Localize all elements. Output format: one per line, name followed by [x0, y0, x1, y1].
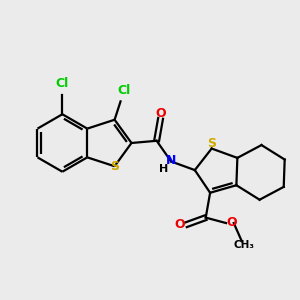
Text: Cl: Cl: [118, 84, 131, 97]
Text: Cl: Cl: [56, 77, 69, 90]
Text: N: N: [166, 154, 176, 167]
Text: O: O: [175, 218, 185, 231]
Text: S: S: [207, 137, 216, 150]
Text: CH₃: CH₃: [234, 240, 255, 250]
Text: S: S: [110, 160, 119, 173]
Text: O: O: [226, 215, 237, 229]
Text: O: O: [155, 106, 166, 120]
Text: H: H: [159, 164, 168, 174]
